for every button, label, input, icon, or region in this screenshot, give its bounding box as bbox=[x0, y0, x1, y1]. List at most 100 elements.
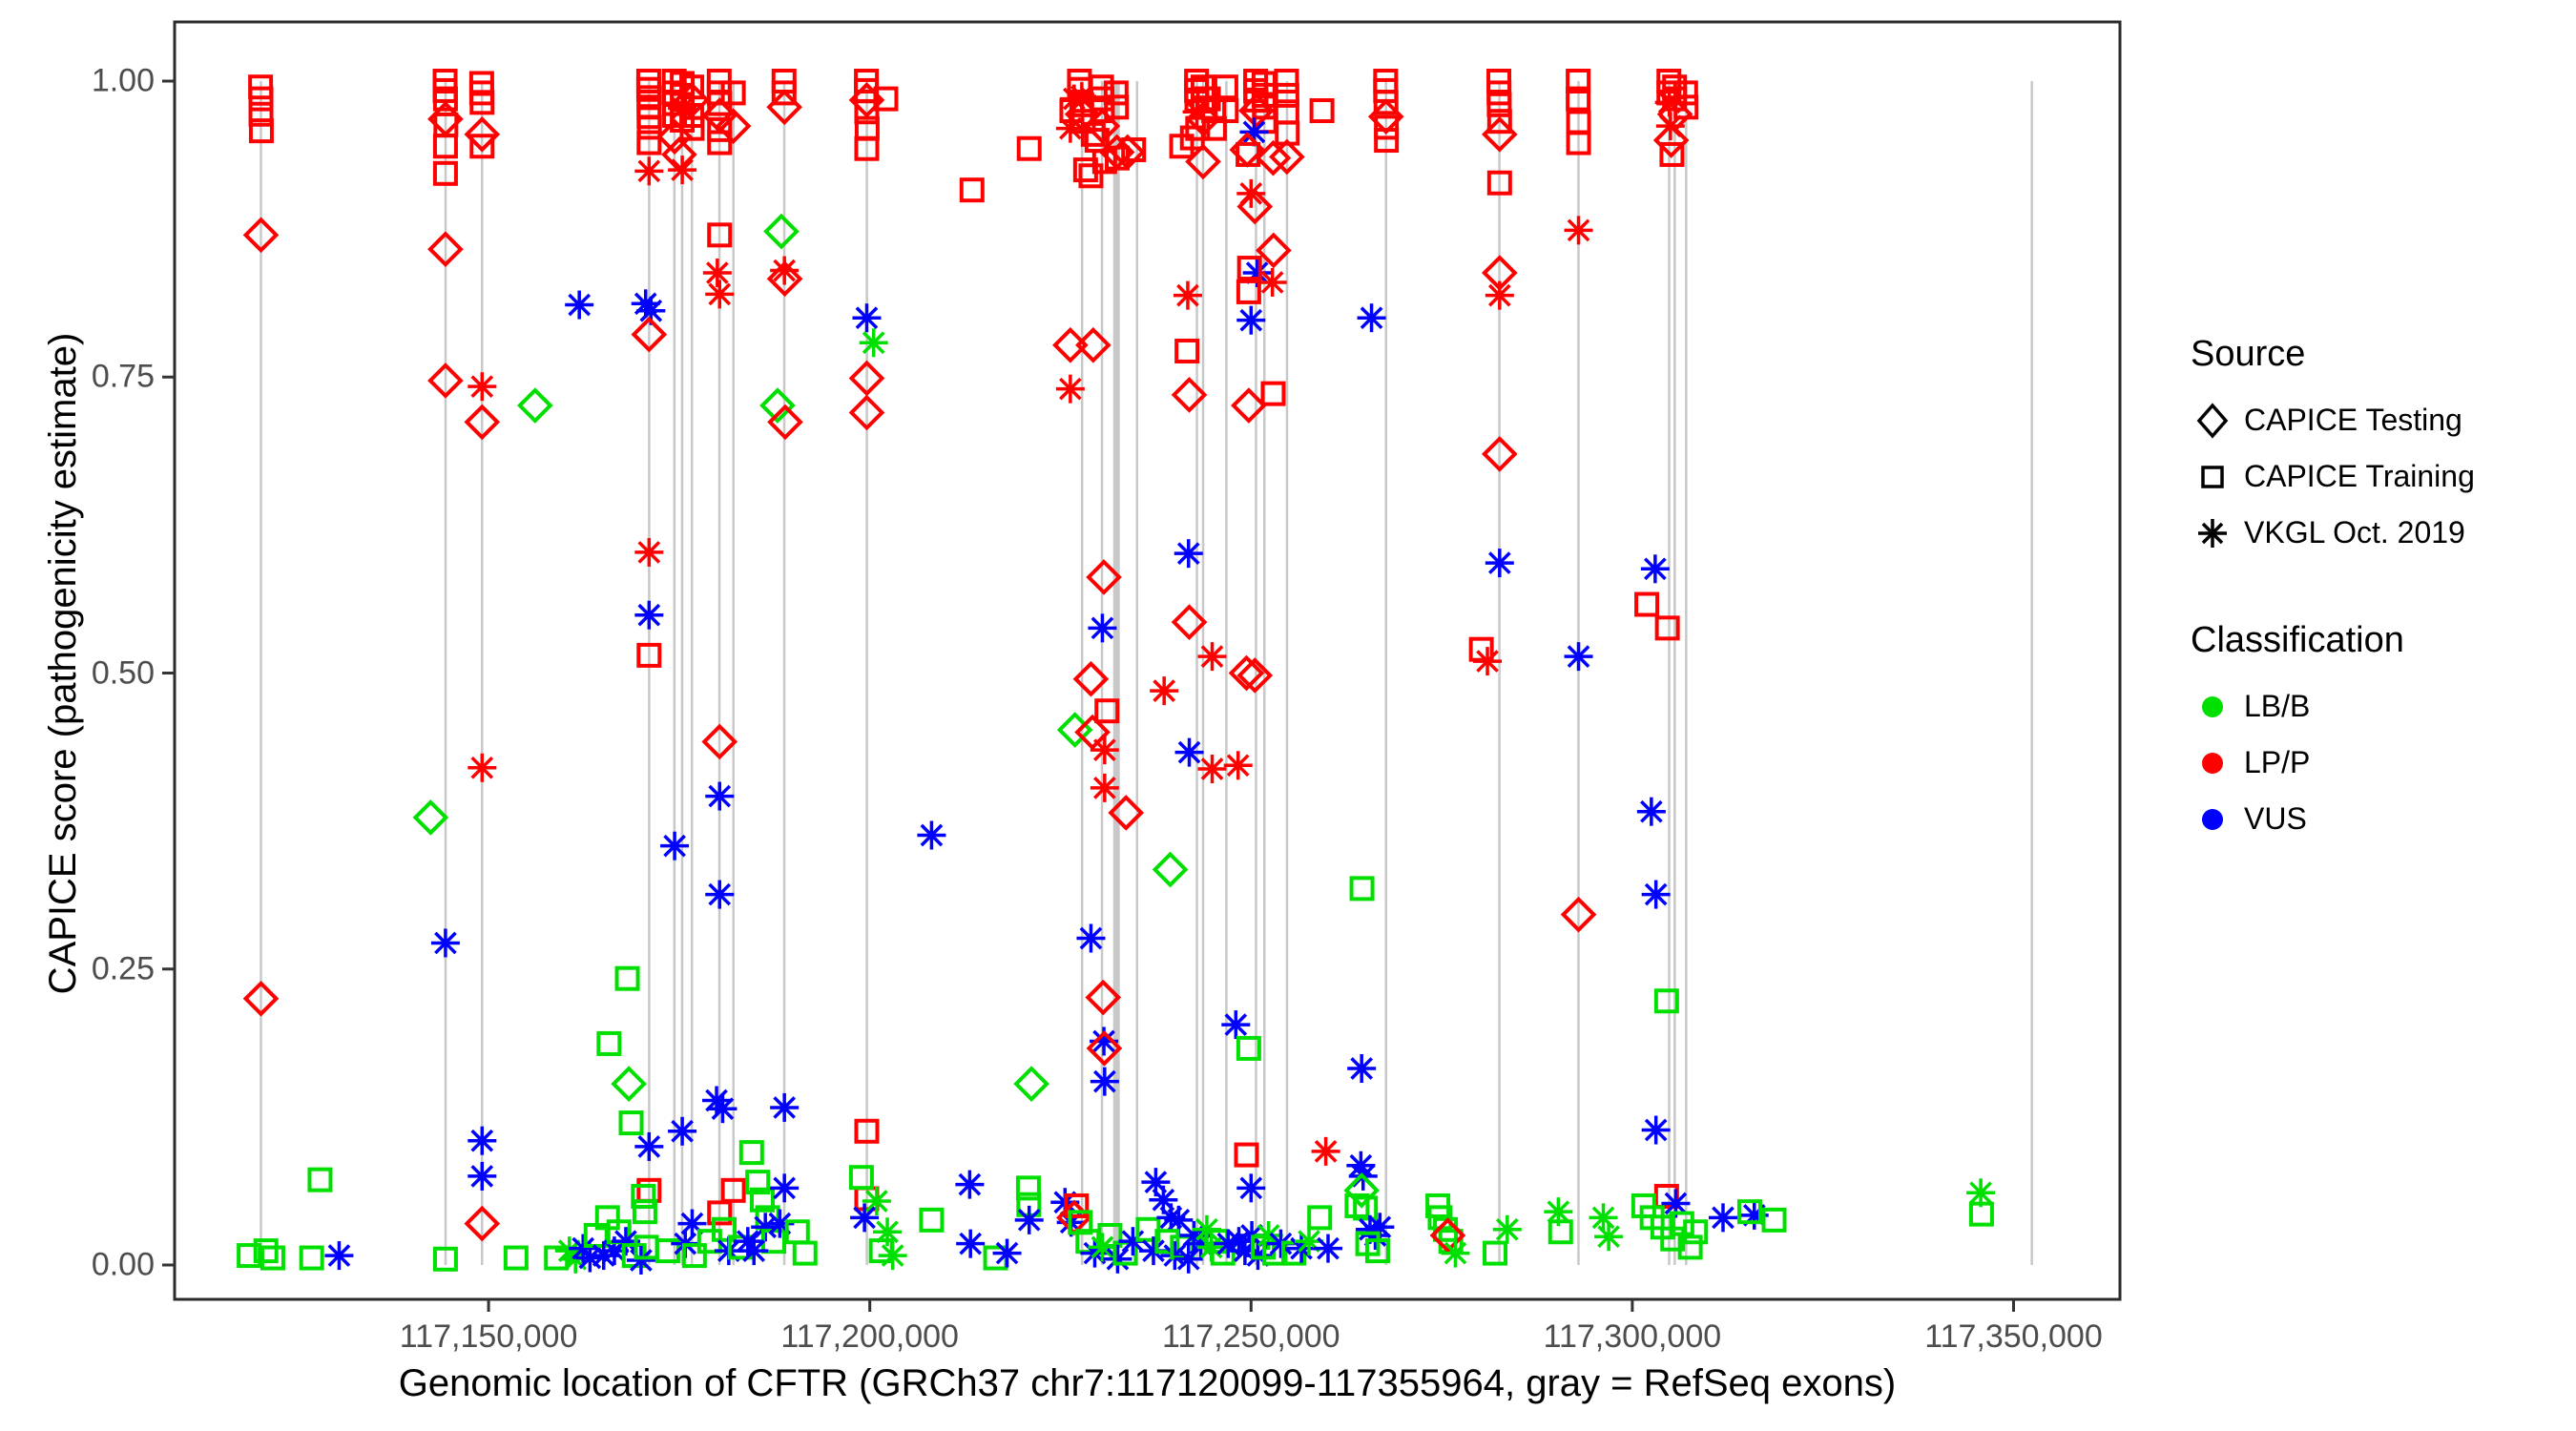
scatter-point bbox=[1201, 98, 1227, 124]
scatter-point bbox=[1274, 69, 1299, 93]
scatter-point bbox=[503, 1245, 529, 1271]
scatter-point bbox=[324, 1241, 354, 1271]
scatter-point bbox=[677, 1209, 707, 1238]
scatter-point bbox=[1634, 591, 1660, 617]
scatter-point bbox=[1013, 1066, 1049, 1102]
scatter-point bbox=[1221, 1010, 1251, 1040]
scatter-point bbox=[720, 80, 746, 106]
scatter-point bbox=[307, 1167, 333, 1192]
legend-item-label: CAPICE Training bbox=[2244, 459, 2475, 493]
scatter-point bbox=[956, 1229, 986, 1258]
scatter-point bbox=[1174, 737, 1204, 767]
scatter-point bbox=[701, 723, 738, 760]
scatter-point bbox=[656, 118, 693, 156]
scatter-point bbox=[1228, 654, 1265, 692]
scatter-point bbox=[1654, 615, 1680, 641]
scatter-point bbox=[1485, 549, 1514, 578]
scatter-point bbox=[1236, 305, 1266, 335]
scatter-point bbox=[1357, 303, 1386, 333]
scatter-point bbox=[848, 360, 885, 397]
scatter-point bbox=[1266, 1229, 1296, 1258]
scatter-point bbox=[1673, 94, 1699, 120]
scatter-point bbox=[1566, 130, 1591, 156]
green-dot-icon bbox=[2191, 685, 2234, 729]
scatter-point bbox=[992, 1238, 1022, 1268]
legend-gap bbox=[2191, 561, 2563, 620]
scatter-point bbox=[1311, 1136, 1340, 1166]
legend-item-label: LP/P bbox=[2244, 745, 2311, 779]
scatter-point bbox=[792, 1240, 818, 1266]
scatter-point bbox=[859, 328, 888, 358]
scatter-point bbox=[636, 114, 662, 140]
scatter-point bbox=[1090, 736, 1119, 765]
scatter-point bbox=[517, 387, 553, 424]
legend-item-vkgl: VKGL Oct. 2019 bbox=[2191, 505, 2563, 561]
scatter-point bbox=[1683, 1219, 1709, 1245]
scatter-point bbox=[631, 1184, 656, 1210]
scatter-point bbox=[854, 1118, 880, 1144]
scatter-point bbox=[1481, 116, 1518, 153]
scatter-point bbox=[1257, 267, 1287, 297]
scatter-point bbox=[1150, 676, 1179, 706]
scatter-point bbox=[1152, 851, 1189, 888]
legend-item-capice-testing: CAPICE Testing bbox=[2191, 392, 2563, 448]
scatter-point bbox=[1364, 1238, 1390, 1264]
scatter-point bbox=[626, 1246, 655, 1275]
scatter-point bbox=[1473, 647, 1503, 676]
scatter-point bbox=[674, 82, 710, 118]
scatter-point bbox=[467, 1126, 497, 1155]
scatter-point bbox=[1236, 1035, 1261, 1061]
scatter-point bbox=[702, 259, 732, 288]
scatter-point bbox=[631, 316, 668, 353]
scatter-point bbox=[1064, 1192, 1090, 1218]
scatter-point bbox=[1269, 138, 1305, 176]
scatter-point bbox=[1078, 163, 1104, 189]
scatter-point bbox=[469, 90, 495, 115]
scatter-point bbox=[705, 781, 735, 811]
scatter-point bbox=[1659, 141, 1685, 167]
scatter-point bbox=[427, 231, 464, 268]
scatter-point bbox=[1373, 90, 1399, 115]
scatter-point bbox=[1429, 1217, 1466, 1254]
scatter-point bbox=[248, 101, 274, 127]
scatter-point bbox=[1068, 1210, 1093, 1235]
scatter-point bbox=[1090, 773, 1119, 802]
scatter-point bbox=[1014, 1205, 1044, 1234]
panel-border bbox=[173, 20, 2122, 1301]
blue-dot-icon bbox=[2191, 798, 2234, 841]
scatter-point bbox=[1441, 1238, 1470, 1268]
scatter-point bbox=[1761, 1207, 1787, 1233]
scatter-point bbox=[1566, 86, 1591, 112]
scatter-point bbox=[1255, 139, 1292, 176]
scatter-point bbox=[1486, 170, 1512, 196]
scatter-point bbox=[1072, 660, 1110, 697]
scatter-point bbox=[1075, 326, 1111, 363]
scatter-point bbox=[464, 404, 501, 441]
scatter-point bbox=[1566, 69, 1591, 93]
scatter-point bbox=[596, 1030, 622, 1056]
scatter-point bbox=[862, 1186, 891, 1215]
scatter-point bbox=[248, 118, 274, 144]
scatter-point bbox=[1483, 1240, 1508, 1266]
legend: Source CAPICE Testing CAPICE Training bbox=[2191, 334, 2563, 847]
square-icon bbox=[2191, 455, 2234, 499]
scatter-point bbox=[634, 600, 664, 630]
scatter-point bbox=[1486, 92, 1512, 117]
scatter-point bbox=[611, 1227, 640, 1256]
scatter-point bbox=[715, 108, 752, 144]
scatter-point bbox=[432, 134, 458, 159]
scatter-point bbox=[1086, 1030, 1123, 1067]
scatter-point bbox=[707, 222, 733, 248]
scatter-point bbox=[919, 1207, 945, 1233]
scatter-point bbox=[618, 1110, 644, 1136]
scatter-point bbox=[1256, 232, 1292, 269]
scatter-point bbox=[1173, 280, 1202, 310]
scatter-point bbox=[1223, 751, 1253, 780]
scatter-point bbox=[1109, 134, 1146, 171]
scatter-point bbox=[767, 404, 803, 441]
scatter-point bbox=[1548, 1219, 1573, 1245]
scatter-point bbox=[1094, 698, 1120, 724]
scatter-point bbox=[765, 1209, 795, 1238]
scatter-point bbox=[679, 74, 705, 100]
scatter-point bbox=[299, 1245, 324, 1271]
